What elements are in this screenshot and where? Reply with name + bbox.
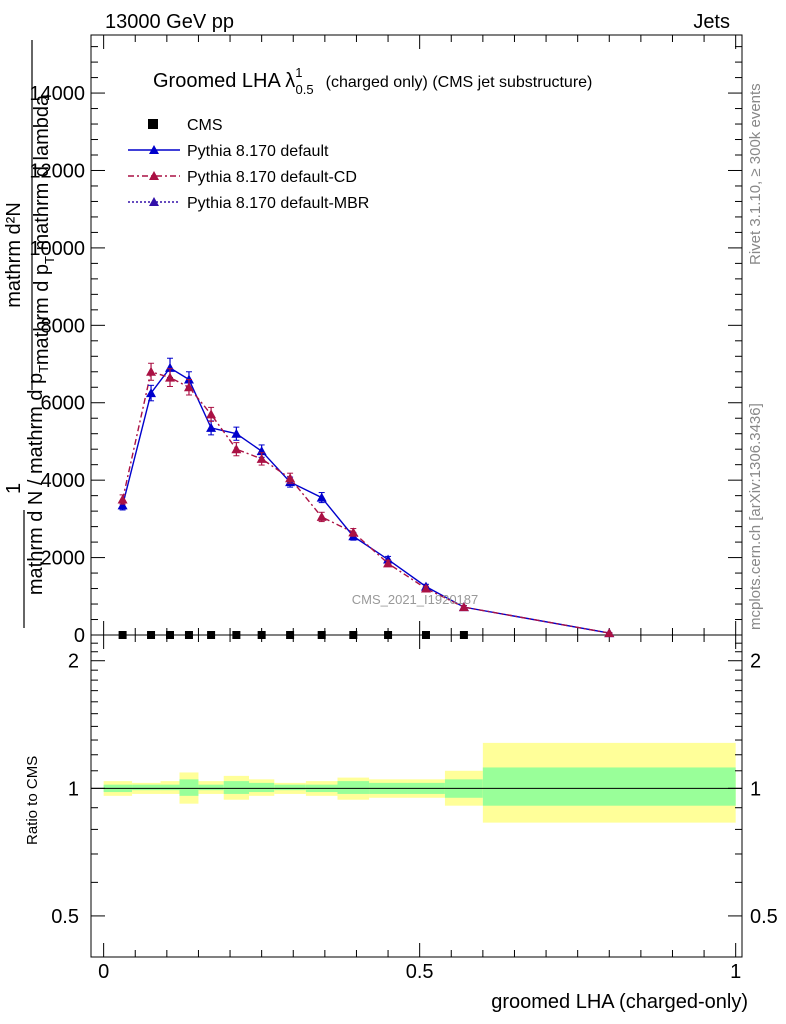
ylabel-denom-a: mathrm d N / mathrm d pT bbox=[25, 365, 51, 595]
ylabel-denom-a-sub: T bbox=[36, 365, 51, 373]
chart-title-rest: (charged only) (CMS jet substructure) bbox=[326, 74, 593, 91]
ylabel-numer-b: mathrm d pT mathrm d lambda bbox=[31, 94, 57, 365]
series-markers bbox=[117, 357, 615, 639]
series-marker-triangle bbox=[458, 602, 469, 612]
series-marker-triangle bbox=[206, 422, 217, 432]
y-axis-label-ratio: Ratio to CMS bbox=[24, 756, 41, 845]
legend-marker-triangle bbox=[149, 145, 159, 154]
y-tick-label-ratio-right: 0.5 bbox=[750, 906, 778, 928]
side-text-mcplots: mcplots.cern.ch [arXiv:1306.3436] bbox=[747, 403, 764, 630]
series-marker-triangle bbox=[285, 473, 296, 483]
ratio-band-green bbox=[198, 784, 224, 791]
ylabel-numer-a: mathrm d²N bbox=[3, 202, 25, 308]
cms-data-point bbox=[317, 631, 326, 639]
cms-data-point bbox=[421, 631, 430, 639]
ylabel-numer-b-sub: T bbox=[42, 256, 57, 264]
ratio-band-green bbox=[274, 784, 306, 791]
series-marker-triangle bbox=[165, 362, 176, 372]
series-marker-triangle bbox=[165, 372, 176, 382]
series-marker-triangle bbox=[316, 511, 327, 521]
ratio-band-green bbox=[249, 782, 275, 793]
series-marker-triangle bbox=[117, 500, 128, 510]
x-tick-label: 0.5 bbox=[406, 961, 434, 983]
legend-entry-label: Pythia 8.170 default-MBR bbox=[187, 195, 369, 212]
ratio-panel-frame bbox=[90, 634, 743, 958]
series-marker-triangle bbox=[348, 527, 359, 537]
series-marker-triangle bbox=[146, 366, 157, 376]
ratio-bands bbox=[103, 742, 736, 823]
y-tick-label-main: 14000 bbox=[29, 83, 85, 105]
y-tick-label-main: 8000 bbox=[41, 315, 86, 337]
ratio-band-green bbox=[482, 767, 736, 806]
legend-entry-label: Pythia 8.170 default-CD bbox=[187, 169, 357, 186]
ylabel-denom-a-main: mathrm d N / mathrm d p bbox=[25, 373, 47, 595]
series-marker-triangle bbox=[206, 409, 217, 419]
series-marker-triangle bbox=[231, 428, 242, 438]
header-left: 13000 GeV pp bbox=[105, 11, 234, 33]
cms-data-point bbox=[257, 631, 266, 639]
cms-data-point bbox=[118, 631, 127, 639]
ylabel-numer-b-main: mathrm d p bbox=[31, 264, 53, 365]
y-tick-label-ratio-right: 2 bbox=[750, 651, 761, 673]
y-axis-label-main: 1 mathrm d²N mathrm d pT mathrm d lambda… bbox=[3, 40, 57, 628]
y-tick-label-main: 6000 bbox=[41, 393, 86, 415]
legend-marker-triangle bbox=[149, 197, 159, 206]
x-tick-label: 0 bbox=[98, 961, 109, 983]
y-tick-label-main: 0 bbox=[74, 625, 85, 647]
y-tick-label-main: 12000 bbox=[29, 160, 85, 182]
watermark: CMS_2021_I1920187 bbox=[352, 592, 479, 607]
cms-data-point bbox=[286, 631, 295, 639]
cms-data-point bbox=[459, 631, 468, 639]
header-right: Jets bbox=[693, 11, 730, 33]
cms-data-point bbox=[232, 631, 241, 639]
legend-entry-label: CMS bbox=[187, 117, 223, 134]
series-marker-triangle bbox=[604, 628, 615, 638]
side-text-rivet: Rivet 3.1.10, ≥ 300k events bbox=[747, 83, 764, 265]
ratio-band-green bbox=[337, 781, 370, 794]
ratio-band-green bbox=[179, 779, 199, 796]
chart-title-sub: 0.5 bbox=[296, 82, 314, 97]
series-marker-triangle bbox=[117, 494, 128, 504]
series-marker-triangle bbox=[146, 388, 157, 398]
ratio-band-green bbox=[160, 784, 180, 791]
chart-title-main: Groomed LHA λ bbox=[153, 70, 295, 92]
ratio-band-green bbox=[223, 781, 250, 794]
legend-entry-label: Pythia 8.170 default bbox=[187, 143, 329, 160]
y-tick-label-ratio-right: 1 bbox=[750, 778, 761, 800]
series-marker-triangle bbox=[231, 444, 242, 454]
y-tick-label-ratio: 0.5 bbox=[51, 906, 79, 928]
series-marker-triangle bbox=[316, 492, 327, 502]
y-tick-label-main: 10000 bbox=[29, 238, 85, 260]
y-tick-label-main: 4000 bbox=[41, 470, 86, 492]
x-axis-label: groomed LHA (charged-only) bbox=[491, 991, 748, 1013]
cms-data-point bbox=[384, 631, 393, 639]
cms-data-point bbox=[184, 631, 193, 639]
axis-ticks: 0 2000 4000 6000 8000 10000 12000 14000 0.5 0.5 1 1… bbox=[29, 35, 778, 983]
legend-marker-triangle bbox=[149, 171, 159, 180]
y-tick-label-ratio: 1 bbox=[68, 778, 79, 800]
ylabel-numer-b-rest: mathrm d lambda bbox=[31, 94, 53, 256]
series-marker-triangle bbox=[256, 453, 267, 463]
cms-data-point bbox=[166, 631, 175, 639]
x-tick-label: 1 bbox=[730, 961, 741, 983]
series-marker-triangle bbox=[183, 382, 194, 392]
ratio-band-green bbox=[132, 784, 161, 791]
series-marker-triangle bbox=[420, 583, 431, 593]
legend-marker-square bbox=[148, 119, 158, 129]
y-tick-label-main: 2000 bbox=[41, 548, 86, 570]
cms-data-point bbox=[147, 631, 156, 639]
cms-data-point bbox=[207, 631, 216, 639]
chart-title: Groomed LHA λ1 0.5 (charged only) (CMS jet… bbox=[153, 65, 592, 97]
series-marker-triangle bbox=[383, 558, 394, 568]
legend: CMS Pythia 8.170 default Pythia 8.170 defa… bbox=[128, 117, 369, 212]
chart-title-sup: 1 bbox=[295, 65, 302, 80]
y-tick-label-ratio: 2 bbox=[68, 651, 79, 673]
ylabel-one: 1 bbox=[3, 483, 25, 494]
cms-data-point bbox=[349, 631, 358, 639]
